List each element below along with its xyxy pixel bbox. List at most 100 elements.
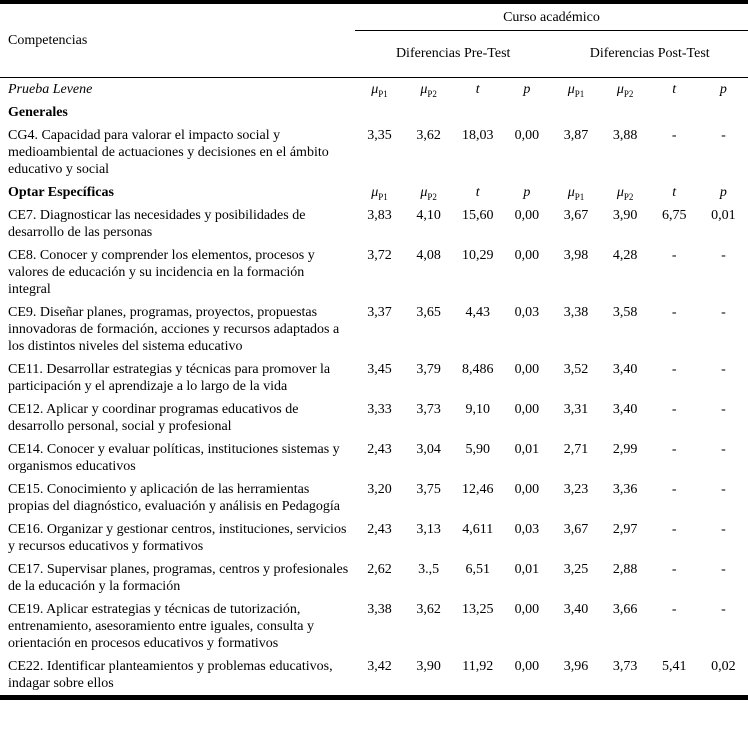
competency-label: CE7. Diagnosticar las necesidades y posi…	[8, 208, 306, 240]
stat-cell: t	[672, 82, 677, 97]
stat-cell: 3,87	[563, 128, 589, 143]
stat-cell: -	[721, 362, 726, 377]
stat-cell: 3,90	[416, 659, 441, 674]
stat-cell: 3,36	[612, 482, 638, 497]
stat-cell: -	[721, 305, 726, 320]
table-row: Optar Específicas μP1 μP2 t p μP1 μP2 t p	[0, 181, 748, 204]
stat-cell: μP1	[371, 82, 388, 99]
header-row-curso: Competencias Curso académico	[0, 2, 748, 78]
table-row: CE19. Aplicar estrategias y técnicas de …	[0, 598, 748, 655]
stat-cell: μP2	[420, 185, 437, 202]
stat-cell: 3,38	[563, 305, 589, 320]
stat-cell: 0,03	[514, 522, 540, 537]
stat-cell: 3,66	[612, 602, 638, 617]
stat-cell: 2,43	[367, 522, 392, 537]
stat-cell: 2,99	[612, 442, 638, 457]
table-row: CE7. Diagnosticar las necesidades y posi…	[0, 204, 748, 244]
stat-cell: 2,43	[367, 442, 392, 457]
stat-cell: p	[719, 185, 727, 200]
stat-cell: 0,00	[514, 402, 540, 417]
stat-cell: 3,45	[367, 362, 392, 377]
stat-cell: 0,01	[514, 442, 540, 457]
stat-cell: t	[475, 82, 480, 97]
stat-cell	[453, 101, 502, 124]
stat-cell: 3,98	[563, 248, 589, 263]
table-row: CE17. Supervisar planes, programas, cent…	[0, 558, 748, 598]
stat-cell: 2,97	[612, 522, 638, 537]
stat-cell: -	[721, 482, 726, 497]
stat-cell: 4,611	[462, 522, 494, 537]
stat-cell: μP1	[567, 185, 585, 202]
stat-cell: 3,33	[367, 402, 392, 417]
stat-cell: 4,43	[465, 305, 490, 320]
stat-cell: 3,75	[416, 482, 441, 497]
stat-cell: 5,41	[661, 659, 687, 674]
table-row: CE15. Conocimiento y aplicación de las h…	[0, 478, 748, 518]
stat-cell: 18,03	[461, 128, 494, 143]
stat-cell	[355, 101, 404, 124]
stat-cell: 3.,5	[418, 562, 440, 577]
stat-cell: 3,52	[563, 362, 589, 377]
stat-cell: -	[721, 522, 726, 537]
competency-label: CE19. Aplicar estrategias y técnicas de …	[8, 602, 314, 651]
stat-cell: 3,40	[612, 362, 638, 377]
table-row: CG4. Capacidad para valorar el impacto s…	[0, 124, 748, 181]
stat-cell: 0,02	[711, 659, 736, 674]
stat-cell: 0,01	[514, 562, 540, 577]
stat-cell: 5,90	[465, 442, 490, 457]
competency-label: Generales	[8, 105, 68, 120]
stat-cell: -	[671, 402, 677, 417]
stat-cell: 3,67	[563, 522, 589, 537]
stat-cell: 3,62	[416, 602, 441, 617]
stat-cell: 3,37	[367, 305, 392, 320]
results-table: Competencias Curso académico Diferencias…	[0, 0, 748, 700]
stat-cell: μP2	[420, 82, 437, 99]
stat-cell: -	[671, 522, 677, 537]
stat-cell: 0,01	[711, 208, 736, 223]
stat-cell: μP2	[616, 185, 634, 202]
stat-cell: 6,75	[661, 208, 687, 223]
stat-cell: -	[721, 402, 726, 417]
stat-cell: p	[719, 82, 727, 97]
table-row: CE11. Desarrollar estrategias y técnicas…	[0, 358, 748, 398]
stat-cell: 4,28	[612, 248, 638, 263]
competency-label: CE17. Supervisar planes, programas, cent…	[8, 562, 349, 594]
competency-label: CE9. Diseñar planes, programas, proyecto…	[8, 305, 340, 354]
group-header-post-test: Diferencias Post-Test	[551, 30, 748, 78]
table-row: CE14. Conocer y evaluar políticas, insti…	[0, 438, 748, 478]
stat-cell: 2,88	[612, 562, 638, 577]
stat-cell	[551, 101, 600, 124]
stat-cell: 3,67	[563, 208, 589, 223]
stat-cell: -	[671, 602, 677, 617]
stat-cell: 2,62	[367, 562, 392, 577]
stat-cell: μP1	[567, 82, 585, 99]
stat-cell: -	[721, 602, 726, 617]
stat-cell: -	[671, 362, 677, 377]
stat-cell: 9,10	[465, 402, 490, 417]
competency-label: CE16. Organizar y gestionar centros, ins…	[8, 522, 347, 554]
stat-cell: 10,29	[461, 248, 494, 263]
table-row: CE8. Conocer y comprender los elementos,…	[0, 244, 748, 301]
stat-cell: 3,31	[563, 402, 589, 417]
stat-cell: 3,72	[367, 248, 392, 263]
stat-cell: 3,20	[367, 482, 392, 497]
table-row: CE9. Diseñar planes, programas, proyecto…	[0, 301, 748, 358]
stat-cell: t	[672, 185, 677, 200]
stat-cell: p	[523, 82, 531, 97]
column-header-competencias: Competencias	[0, 2, 355, 78]
competency-label: CE14. Conocer y evaluar políticas, insti…	[8, 442, 340, 474]
stat-cell: -	[721, 128, 726, 143]
competency-label: CG4. Capacidad para valorar el impacto s…	[8, 128, 329, 177]
stat-cell: 3,83	[367, 208, 392, 223]
stat-cell: 12,46	[461, 482, 494, 497]
stat-cell	[650, 101, 699, 124]
stat-cell: 3,90	[612, 208, 638, 223]
stat-cell: 3,04	[416, 442, 441, 457]
competency-label: CE8. Conocer y comprender los elementos,…	[8, 248, 315, 297]
stat-cell: 3,40	[563, 602, 589, 617]
stat-cell: 3,73	[416, 402, 441, 417]
stat-cell: 0,00	[514, 482, 540, 497]
stat-cell: -	[671, 482, 677, 497]
stat-cell: 3,42	[367, 659, 392, 674]
stat-cell: 3,73	[612, 659, 638, 674]
